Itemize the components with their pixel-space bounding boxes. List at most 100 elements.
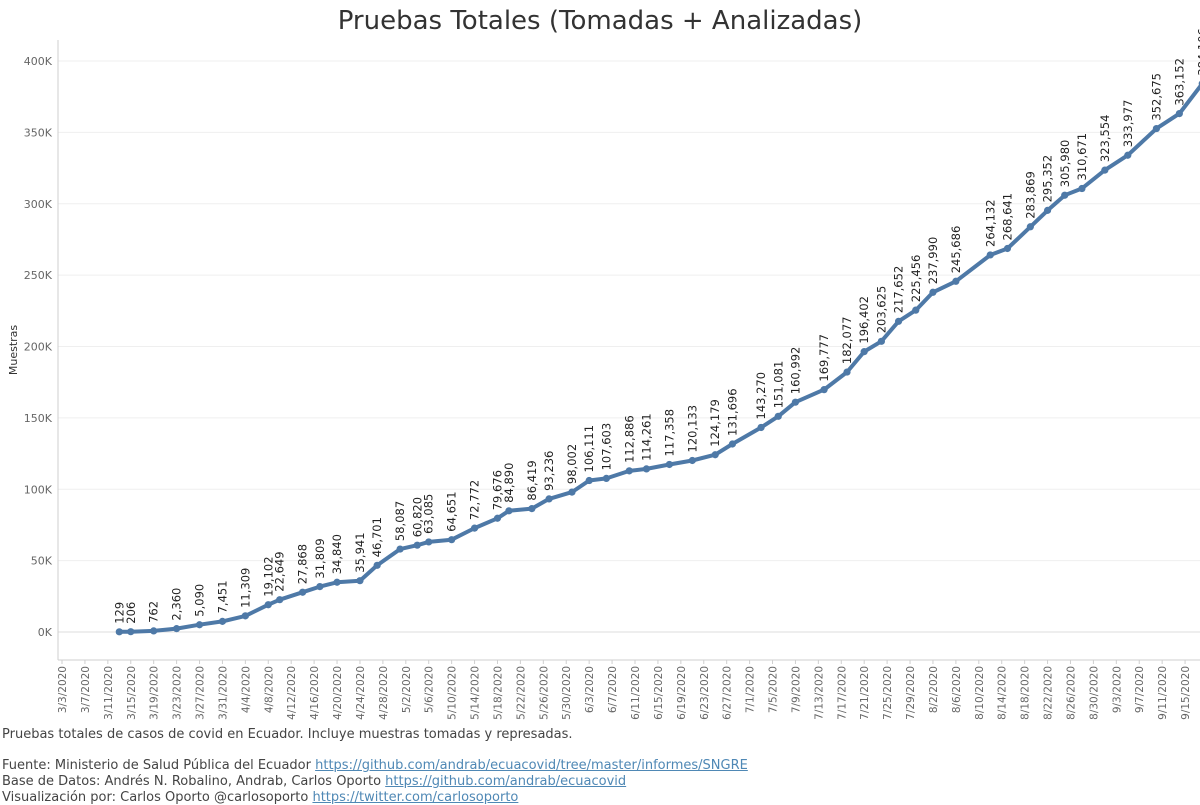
- data-label: 107,603: [599, 423, 613, 471]
- x-tick-label: 3/7/2020: [80, 666, 92, 713]
- line-chart: 0K 50K 100K 150K 200K 250K 300K 350K 400K Muestra…: [7, 28, 1200, 720]
- data-label: 182,077: [840, 317, 854, 365]
- chart-title: Pruebas Totales (Tomadas + Analizadas): [337, 6, 863, 36]
- data-point: [1043, 206, 1052, 214]
- x-tick-label: 8/22/2020: [1043, 666, 1055, 720]
- data-label: 203,625: [874, 286, 888, 334]
- data-label: 22,649: [273, 551, 287, 591]
- x-tick-label: 4/4/2020: [240, 666, 252, 713]
- y-axis-label: Muestras: [7, 325, 20, 376]
- data-label: 27,868: [296, 544, 310, 584]
- x-tick-label: 4/24/2020: [355, 666, 367, 720]
- data-point: [373, 561, 381, 569]
- y-tick-label: 300K: [24, 198, 53, 211]
- data-point: [396, 545, 404, 553]
- data-label: 131,696: [725, 388, 739, 436]
- data-label: 225,456: [909, 255, 923, 303]
- data-point: [820, 386, 828, 394]
- x-tick-label: 5/22/2020: [515, 666, 527, 720]
- database-link[interactable]: https://github.com/andrab/ecuacovid: [385, 774, 627, 789]
- data-point: [585, 476, 593, 485]
- x-tick-label: 6/27/2020: [722, 666, 734, 720]
- data-point: [470, 524, 479, 532]
- data-point: [448, 536, 456, 544]
- data-point: [413, 541, 421, 549]
- data-label: 363,152: [1172, 58, 1186, 106]
- data-label: 333,977: [1121, 100, 1135, 148]
- data-label: 98,002: [565, 444, 579, 484]
- data-point: [150, 627, 158, 635]
- data-point: [264, 601, 272, 609]
- credit-line: Visualización por: Carlos Oporto @carlos…: [2, 790, 518, 805]
- data-label: 245,686: [949, 226, 963, 274]
- data-label: 117,358: [662, 409, 676, 457]
- data-label: 114,261: [640, 413, 654, 461]
- data-point: [276, 596, 284, 604]
- data-point: [568, 488, 576, 496]
- data-point: [688, 456, 696, 465]
- data-label: 93,236: [542, 451, 556, 491]
- y-tick-label: 100K: [24, 483, 53, 496]
- data-label: 64,651: [445, 491, 459, 531]
- data-point: [625, 467, 633, 475]
- x-tick-label: 9/7/2020: [1134, 666, 1146, 713]
- data-point: [241, 612, 249, 620]
- data-label: 79,676: [491, 470, 505, 510]
- database-label: Base de Datos: Andrés N. Robalino, Andra…: [2, 774, 382, 789]
- data-label: 323,554: [1098, 115, 1112, 163]
- source-link[interactable]: https://github.com/andrab/ecuacovid/tree…: [315, 758, 748, 773]
- x-tick-label: 9/3/2020: [1111, 666, 1123, 713]
- data-point: [528, 505, 536, 513]
- data-label: 112,886: [622, 415, 636, 463]
- data-point: [602, 474, 610, 482]
- x-tick-label: 5/14/2020: [470, 666, 482, 720]
- series-line: [117, 83, 1200, 634]
- x-tick-label: 9/11/2020: [1157, 666, 1169, 720]
- data-label: 206: [124, 602, 138, 624]
- data-point: [986, 251, 994, 259]
- x-tick-label: 7/13/2020: [813, 666, 825, 720]
- data-label: 295,352: [1041, 155, 1055, 203]
- x-tick-label: 5/10/2020: [447, 666, 459, 720]
- x-tick-label: 4/20/2020: [332, 666, 344, 720]
- x-tick-label: 5/18/2020: [492, 666, 504, 720]
- x-tick-label: 5/30/2020: [561, 666, 573, 720]
- x-tick-label: 6/7/2020: [607, 666, 619, 713]
- y-tick-label: 400K: [24, 55, 53, 68]
- data-label: 283,869: [1023, 171, 1037, 219]
- x-tick-label: 3/11/2020: [103, 666, 115, 720]
- data-label: 63,085: [422, 494, 436, 534]
- data-label: 31,809: [313, 538, 327, 578]
- data-label: 310,671: [1075, 133, 1089, 181]
- data-point: [493, 514, 502, 522]
- x-tick-label: 4/16/2020: [309, 666, 321, 720]
- data-point: [333, 578, 341, 586]
- credit-link[interactable]: https://twitter.com/carlosoporto: [312, 790, 519, 805]
- credit-label: Visualización por: Carlos Oporto @carlos…: [2, 790, 309, 805]
- data-label: 237,990: [926, 237, 940, 285]
- data-point: [1061, 191, 1069, 199]
- data-point: [425, 538, 433, 546]
- data-point: [173, 625, 181, 633]
- data-point: [1026, 223, 1034, 231]
- data-label: 217,652: [892, 266, 906, 314]
- data-label: 5,090: [193, 584, 207, 617]
- data-point: [877, 337, 885, 345]
- data-point: [912, 306, 920, 314]
- data-label: 305,980: [1058, 140, 1072, 188]
- x-tick-label: 7/17/2020: [836, 666, 848, 720]
- x-tick-label: 3/23/2020: [172, 666, 184, 720]
- y-tick-label: 200K: [24, 341, 53, 354]
- x-tick-label: 4/28/2020: [378, 666, 390, 720]
- data-point: [665, 460, 673, 469]
- data-label: 11,309: [238, 568, 252, 608]
- data-point: [1078, 184, 1086, 193]
- data-label: 160,992: [788, 347, 802, 395]
- data-label: 264,132: [983, 199, 997, 247]
- data-label: 129: [112, 602, 126, 624]
- data-point: [791, 398, 800, 406]
- x-tick-label: 3/27/2020: [195, 666, 207, 720]
- x-tick-label: 8/6/2020: [951, 666, 963, 713]
- y-tick-label: 150K: [24, 412, 53, 425]
- data-label: 7,451: [215, 580, 229, 613]
